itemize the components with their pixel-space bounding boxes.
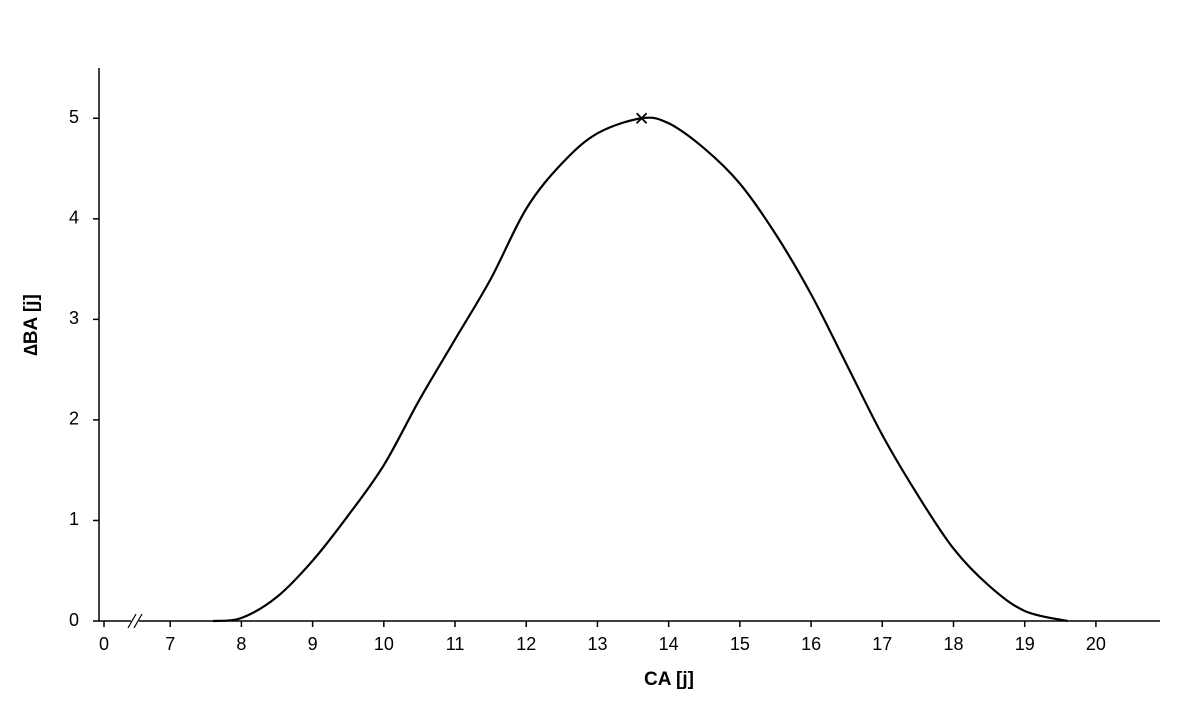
marker-stroke xyxy=(635,112,648,124)
x-tick-label: 7 xyxy=(165,634,175,654)
axis-break-gap xyxy=(131,618,139,624)
y-tick-label: 2 xyxy=(69,409,79,429)
axis-break xyxy=(127,613,137,629)
x-tick-label: 10 xyxy=(374,634,394,654)
axis-break xyxy=(133,613,143,629)
x-axis-title: CA [j] xyxy=(644,669,694,690)
x-tick-label: 19 xyxy=(1015,634,1035,654)
y-tick-label: 3 xyxy=(69,308,79,328)
y-tick-label: 5 xyxy=(69,107,79,127)
y-tick-label: 4 xyxy=(69,208,79,228)
y-tick-label: 0 xyxy=(69,610,79,630)
x-tick-label: 20 xyxy=(1086,634,1106,654)
x-tick-label: 11 xyxy=(446,634,465,654)
x-tick-label: 16 xyxy=(801,634,821,654)
x-tick-label: 8 xyxy=(236,634,246,654)
peak-marker xyxy=(635,112,648,124)
x-tick-label: 15 xyxy=(730,634,750,654)
x-tick-label: 14 xyxy=(659,634,679,654)
x-tick-label: 17 xyxy=(872,634,892,654)
x-tick-label: 18 xyxy=(943,634,963,654)
curve xyxy=(212,116,1068,623)
y-tick-label: 1 xyxy=(69,509,79,529)
x-tick-label: 9 xyxy=(308,634,318,654)
y-axis-title: ∆BA [j] xyxy=(21,294,42,356)
x-tick-label: 12 xyxy=(516,634,536,654)
x-tick-label: 0 xyxy=(99,634,109,654)
x-tick-label: 13 xyxy=(587,634,607,654)
